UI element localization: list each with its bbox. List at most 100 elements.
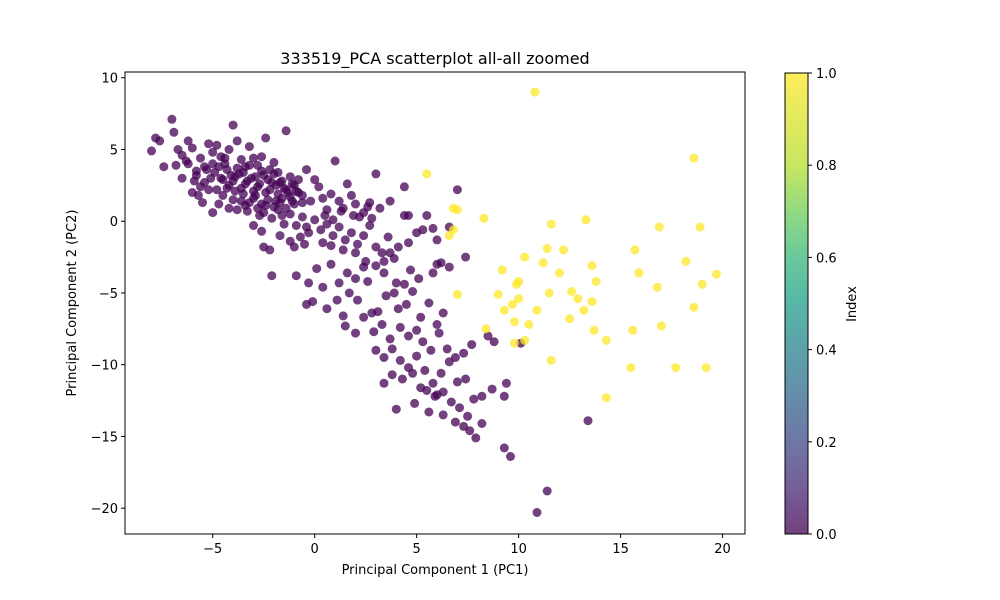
data-point bbox=[381, 291, 391, 301]
data-point bbox=[371, 242, 381, 252]
data-point bbox=[322, 304, 332, 314]
data-point bbox=[656, 321, 666, 331]
colorbar-ticks: 0.0 0.2 0.4 0.6 0.8 1.0 bbox=[808, 67, 837, 543]
data-point bbox=[387, 344, 397, 354]
data-point bbox=[289, 242, 299, 252]
data-point bbox=[601, 393, 611, 403]
data-point bbox=[373, 307, 383, 317]
data-point bbox=[389, 288, 399, 298]
data-point bbox=[183, 159, 193, 169]
data-point bbox=[257, 166, 267, 176]
data-point bbox=[214, 162, 224, 172]
colorbar-tick-label: 0.6 bbox=[816, 251, 837, 266]
data-point bbox=[377, 320, 387, 329]
data-point bbox=[371, 169, 381, 179]
x-tick-label: 20 bbox=[714, 542, 731, 557]
data-point bbox=[424, 407, 434, 417]
data-point bbox=[393, 242, 403, 252]
data-point bbox=[304, 278, 314, 288]
data-point bbox=[426, 345, 436, 355]
data-point bbox=[379, 378, 389, 388]
data-point bbox=[291, 221, 301, 230]
data-point bbox=[546, 355, 556, 365]
data-point bbox=[326, 189, 336, 199]
data-point bbox=[232, 136, 242, 146]
data-point bbox=[251, 172, 260, 182]
data-point bbox=[220, 153, 230, 163]
data-point bbox=[316, 225, 326, 235]
data-point bbox=[348, 211, 358, 220]
data-point bbox=[346, 228, 356, 238]
data-point bbox=[263, 175, 273, 185]
data-point bbox=[424, 298, 434, 308]
y-tick-label: 0 bbox=[110, 215, 118, 230]
data-point bbox=[310, 215, 320, 225]
data-point bbox=[630, 245, 640, 255]
data-point bbox=[385, 334, 395, 344]
data-point bbox=[512, 279, 522, 289]
data-point bbox=[293, 188, 303, 197]
data-point bbox=[452, 289, 462, 299]
data-point bbox=[267, 213, 277, 223]
data-point bbox=[412, 325, 422, 335]
data-point bbox=[318, 282, 328, 292]
data-point bbox=[455, 403, 464, 413]
data-point bbox=[395, 355, 405, 365]
data-point bbox=[452, 185, 462, 195]
data-point bbox=[587, 297, 597, 307]
data-point bbox=[151, 133, 161, 143]
data-point bbox=[711, 269, 721, 279]
data-point bbox=[467, 340, 477, 350]
data-point bbox=[689, 302, 699, 312]
data-point bbox=[275, 231, 285, 241]
data-point bbox=[208, 208, 218, 218]
scatter-points bbox=[147, 87, 721, 517]
data-point bbox=[371, 345, 381, 355]
data-point bbox=[269, 169, 279, 179]
data-point bbox=[167, 114, 177, 124]
data-point bbox=[542, 486, 552, 496]
colorbar-tick-label: 0.2 bbox=[816, 436, 837, 451]
data-point bbox=[506, 452, 515, 461]
data-point bbox=[212, 140, 222, 150]
data-point bbox=[428, 268, 438, 278]
data-point bbox=[432, 259, 442, 269]
data-point bbox=[438, 410, 448, 420]
data-point bbox=[461, 374, 471, 384]
data-point bbox=[493, 289, 503, 299]
plot-area bbox=[124, 71, 746, 535]
data-point bbox=[422, 386, 432, 395]
data-point bbox=[365, 198, 375, 208]
data-point bbox=[202, 165, 212, 175]
data-point bbox=[342, 179, 352, 189]
data-point bbox=[530, 87, 540, 97]
colorbar-frame bbox=[784, 72, 809, 535]
y-tick-label: 10 bbox=[101, 72, 118, 87]
data-point bbox=[412, 351, 422, 361]
data-point bbox=[212, 185, 222, 195]
data-point bbox=[320, 211, 330, 220]
data-point bbox=[226, 170, 236, 180]
data-point bbox=[450, 417, 460, 427]
data-point bbox=[697, 279, 707, 289]
data-point bbox=[338, 245, 348, 255]
data-point bbox=[444, 357, 454, 367]
x-tick-label: 5 bbox=[413, 542, 421, 557]
data-point bbox=[538, 258, 548, 268]
data-point bbox=[359, 262, 369, 272]
x-tick-label: −5 bbox=[203, 542, 222, 557]
data-point bbox=[671, 363, 681, 373]
data-point bbox=[318, 238, 328, 248]
data-point bbox=[681, 256, 691, 266]
y-axis-ticks: −20 −15 −10 −5 0 5 10 bbox=[91, 72, 125, 517]
data-point bbox=[399, 279, 409, 289]
data-point bbox=[261, 133, 271, 143]
data-point bbox=[393, 304, 403, 314]
data-point bbox=[626, 363, 636, 373]
data-point bbox=[418, 337, 428, 347]
y-tick-label: −10 bbox=[91, 359, 118, 374]
data-point bbox=[338, 311, 348, 321]
data-point bbox=[432, 235, 442, 245]
y-tick-label: −20 bbox=[91, 502, 118, 517]
